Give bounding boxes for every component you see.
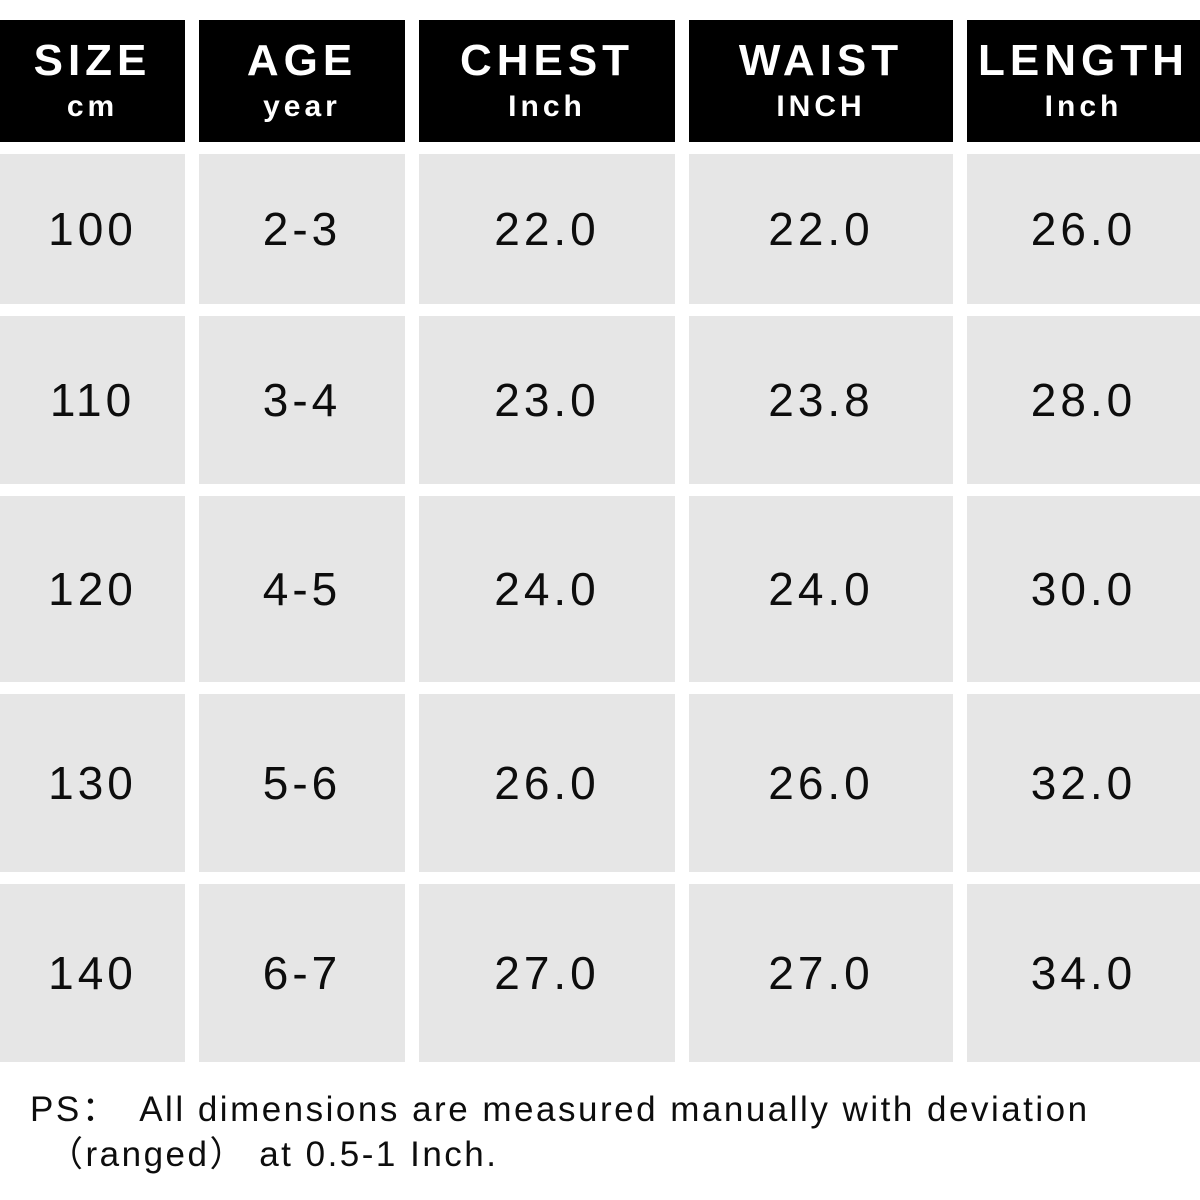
header-cell-chest: CHEST Inch [419, 20, 675, 142]
cell-r1-length: 28.0 [967, 316, 1200, 484]
header-unit: Inch [1044, 90, 1123, 124]
note-prefix: PS： [30, 1090, 120, 1129]
cell-r3-size: 130 [0, 694, 185, 872]
note-line-1: PS： All dimensions are measured manually… [30, 1088, 1200, 1133]
cell-r1-waist: 23.8 [689, 316, 953, 484]
header-unit: cm [66, 90, 119, 124]
header-title: CHEST [459, 35, 635, 85]
header-title: WAIST [738, 35, 904, 85]
cell-r4-age: 6-7 [199, 884, 405, 1062]
cell-r2-length: 30.0 [967, 496, 1200, 682]
cell-r0-age: 2-3 [199, 154, 405, 304]
cell-r1-chest: 23.0 [419, 316, 675, 484]
cell-r4-chest: 27.0 [419, 884, 675, 1062]
header-cell-length: LENGTH Inch [967, 20, 1200, 142]
header-title: SIZE [33, 35, 152, 85]
measurement-note: PS： All dimensions are measured manually… [0, 1088, 1200, 1178]
cell-r3-waist: 26.0 [689, 694, 953, 872]
cell-r3-chest: 26.0 [419, 694, 675, 872]
header-unit: INCH [776, 90, 866, 124]
header-unit: year [263, 90, 341, 124]
note-text: All dimensions are measured manually wit… [139, 1090, 1090, 1129]
cell-r1-age: 3-4 [199, 316, 405, 484]
cell-r3-age: 5-6 [199, 694, 405, 872]
size-table: SIZE cm AGE year CHEST Inch WAIST INCH L… [0, 20, 1200, 1062]
cell-r2-chest: 24.0 [419, 496, 675, 682]
header-unit: Inch [508, 90, 586, 124]
cell-r2-waist: 24.0 [689, 496, 953, 682]
cell-r4-length: 34.0 [967, 884, 1200, 1062]
header-cell-age: AGE year [199, 20, 405, 142]
header-title: LENGTH [978, 35, 1189, 85]
cell-r0-chest: 22.0 [419, 154, 675, 304]
cell-r2-size: 120 [0, 496, 185, 682]
cell-r4-waist: 27.0 [689, 884, 953, 1062]
cell-r0-waist: 22.0 [689, 154, 953, 304]
header-cell-waist: WAIST INCH [689, 20, 953, 142]
cell-r3-length: 32.0 [967, 694, 1200, 872]
cell-r2-age: 4-5 [199, 496, 405, 682]
note-line-2: （ranged） at 0.5-1 Inch. [48, 1134, 499, 1174]
header-cell-size: SIZE cm [0, 20, 185, 142]
cell-r0-size: 100 [0, 154, 185, 304]
cell-r1-size: 110 [0, 316, 185, 484]
cell-r4-size: 140 [0, 884, 185, 1062]
cell-r0-length: 26.0 [967, 154, 1200, 304]
header-title: AGE [246, 35, 358, 85]
